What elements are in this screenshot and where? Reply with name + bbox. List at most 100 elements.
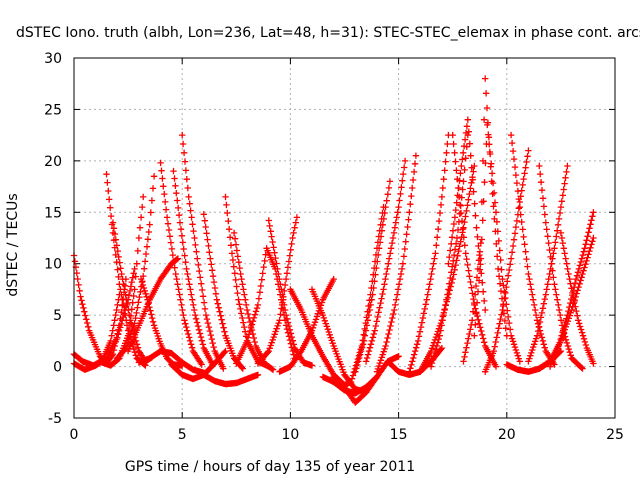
data-point: [442, 301, 449, 309]
data-point: [381, 345, 388, 353]
data-point: [115, 273, 122, 281]
data-point: [459, 156, 466, 163]
data-point: [290, 341, 297, 348]
data-point: [274, 265, 281, 273]
data-point: [129, 299, 136, 306]
series-20: [254, 214, 301, 367]
data-point: [177, 226, 185, 233]
data-point: [111, 230, 119, 238]
data-point: [240, 286, 247, 293]
data-point: [569, 303, 576, 310]
data-point: [198, 361, 205, 368]
data-point: [499, 306, 506, 314]
data-point: [436, 332, 443, 339]
data-point: [129, 325, 136, 333]
data-point: [251, 338, 258, 346]
x-tick-label: 0: [70, 427, 79, 443]
data-point: [516, 203, 523, 211]
data-point: [147, 307, 154, 314]
data-point: [572, 293, 579, 301]
data-point: [163, 214, 171, 221]
data-point: [431, 255, 438, 262]
data-point: [377, 233, 385, 240]
data-point: [586, 225, 593, 232]
data-point: [462, 129, 470, 137]
data-point: [460, 178, 467, 185]
data-point: [446, 280, 453, 287]
data-point: [199, 341, 207, 348]
data-point: [103, 171, 110, 178]
data-point: [187, 341, 195, 348]
data-point: [372, 271, 379, 278]
data-point: [366, 344, 374, 351]
y-tick-label: 30: [44, 51, 62, 67]
data-point: [531, 301, 538, 309]
data-point: [365, 311, 372, 319]
data-point: [494, 253, 501, 260]
series-23: [287, 286, 348, 389]
data-point: [506, 319, 513, 327]
data-point: [514, 352, 522, 359]
data-point: [132, 337, 140, 345]
data-point: [386, 326, 393, 334]
data-point: [512, 346, 520, 354]
data-point: [216, 308, 223, 315]
data-point: [538, 309, 546, 317]
data-point: [104, 179, 111, 186]
data-point: [177, 296, 184, 303]
data-point: [186, 334, 193, 341]
data-point: [479, 217, 486, 224]
data-point: [494, 228, 501, 235]
data-point: [200, 299, 208, 306]
data-point: [230, 229, 238, 237]
data-point: [462, 349, 469, 356]
data-point: [282, 311, 290, 319]
data-point: [411, 160, 419, 167]
data-point: [470, 295, 477, 303]
data-point: [226, 234, 234, 241]
data-point: [174, 281, 181, 288]
data-point: [548, 260, 555, 267]
data-point: [488, 170, 496, 177]
data-point: [434, 339, 441, 346]
data-point: [181, 252, 188, 259]
data-point: [444, 140, 451, 148]
data-point: [171, 264, 178, 271]
data-point: [588, 217, 595, 224]
data-point: [430, 260, 437, 267]
data-point: [468, 164, 475, 171]
data-point: [526, 355, 533, 362]
data-point: [469, 317, 476, 324]
data-point: [329, 340, 336, 347]
data-point: [259, 270, 266, 277]
data-point: [482, 90, 490, 97]
data-point: [523, 158, 530, 166]
data-point: [569, 289, 576, 297]
data-point: [114, 334, 121, 341]
data-point: [190, 227, 197, 235]
series-10: [135, 347, 207, 376]
data-point: [195, 326, 203, 333]
data-point: [587, 221, 594, 228]
data-point: [457, 238, 464, 245]
data-point: [415, 333, 423, 340]
data-point: [437, 327, 444, 334]
data-point: [273, 325, 280, 332]
data-point: [184, 184, 191, 192]
x-tick-label: 10: [281, 427, 299, 443]
data-point: [397, 190, 404, 198]
data-point: [203, 315, 211, 323]
data-point: [511, 163, 519, 171]
data-point: [219, 320, 226, 327]
data-point: [403, 231, 410, 238]
data-point: [567, 352, 574, 359]
data-point: [393, 296, 400, 303]
data-point: [272, 254, 279, 262]
data-point: [330, 275, 337, 283]
data-point: [81, 308, 88, 315]
data-point: [230, 263, 237, 270]
data-point: [367, 341, 375, 348]
data-point: [241, 291, 248, 298]
data-point: [433, 342, 440, 350]
data-point: [468, 284, 475, 291]
